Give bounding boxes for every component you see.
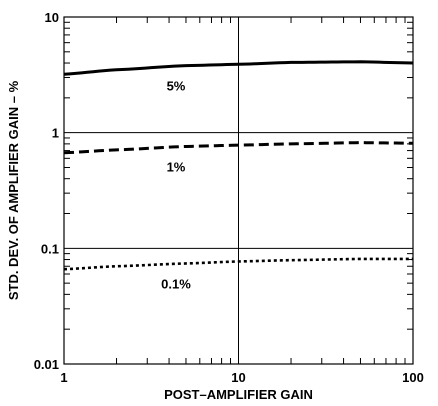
- minor-ticks: [64, 17, 413, 364]
- plot-frame: [63, 16, 414, 365]
- y-tick-label: 1: [52, 126, 59, 141]
- series-lines: [63, 60, 414, 271]
- series-label-0: 5%: [167, 79, 186, 94]
- x-tick-label: 100: [402, 370, 424, 385]
- grid-lines: [64, 17, 413, 364]
- series-line-2: [63, 257, 413, 271]
- series-labels: 5% 1% 0.1%: [161, 79, 191, 292]
- y-tick-labels: 10 1 0.1 0.01: [34, 10, 59, 372]
- series-label-1: 1%: [167, 159, 186, 174]
- x-axis-title: POST–AMPLIFIER GAIN: [164, 387, 313, 402]
- series-line-0: [63, 60, 414, 76]
- x-tick-labels: 1 10 100: [60, 370, 423, 385]
- x-tick-label: 1: [60, 370, 67, 385]
- y-tick-label: 0.1: [41, 241, 59, 256]
- series-label-2: 0.1%: [161, 276, 191, 291]
- series-line-1: [63, 141, 414, 155]
- x-tick-label: 10: [231, 370, 245, 385]
- y-axis-title: STD. DEV. OF AMPLIFIER GAIN – %: [6, 80, 21, 300]
- y-tick-label: 0.01: [34, 357, 59, 372]
- y-tick-label: 10: [45, 10, 59, 25]
